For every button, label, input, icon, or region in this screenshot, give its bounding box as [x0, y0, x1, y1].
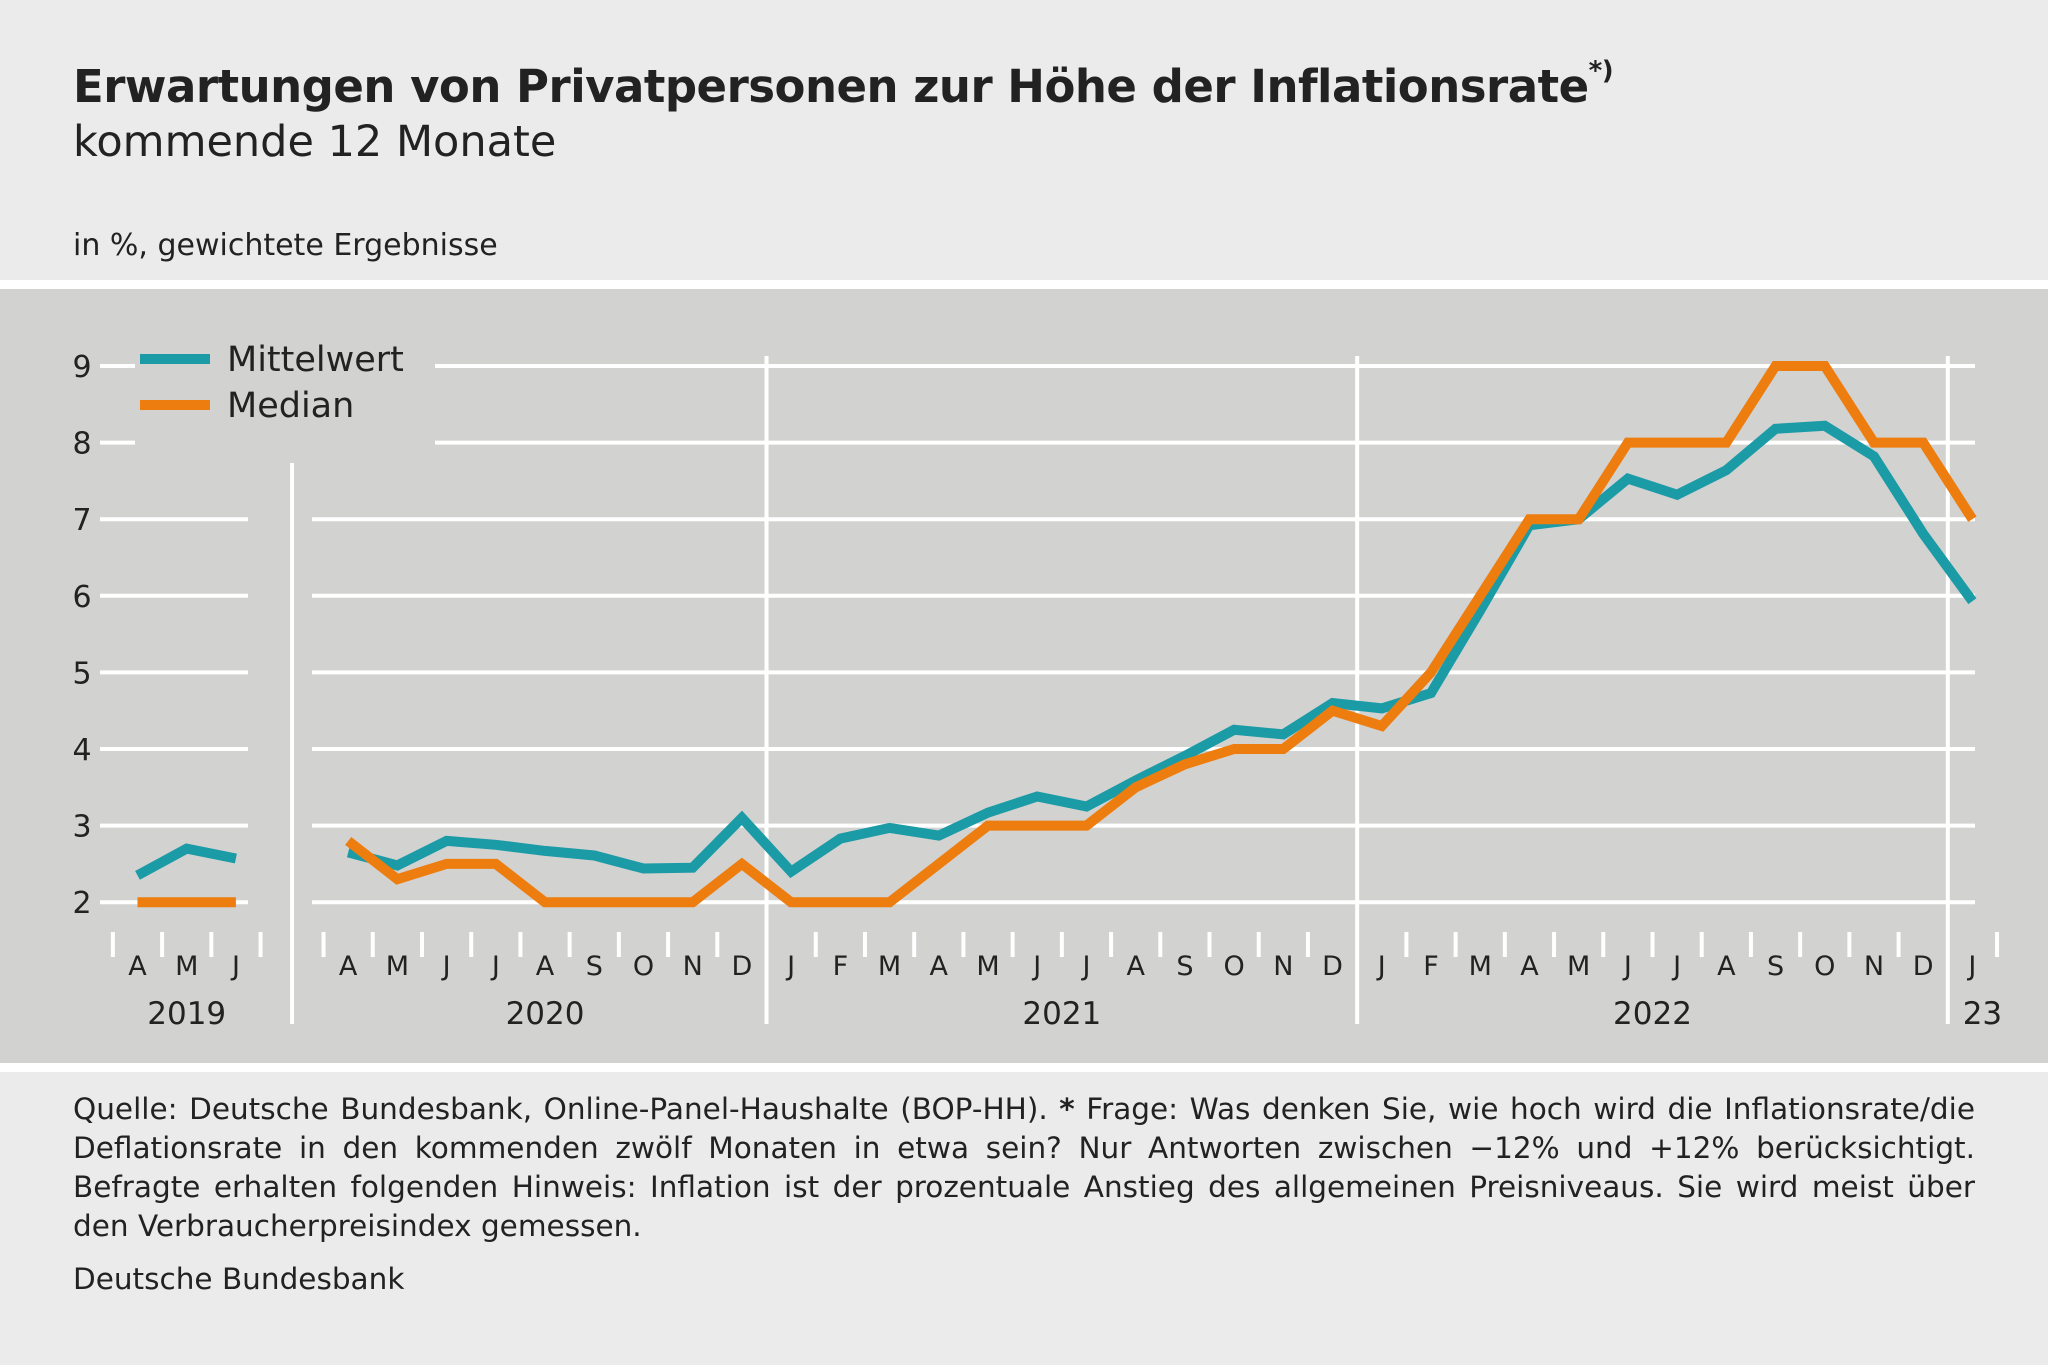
x-tick-label: S [586, 951, 603, 982]
top-divider [0, 280, 2048, 289]
x-tick-label: A [1717, 951, 1736, 982]
legend: Mittelwert Median [135, 340, 435, 463]
y-tick-label: 8 [72, 427, 91, 462]
x-tick-label: J [1671, 951, 1681, 982]
x-tick-label: S [1767, 951, 1784, 982]
year-label: 2022 [1613, 996, 1692, 1032]
chart-header: Erwartungen von Privatpersonen zur Höhe … [73, 56, 1973, 167]
x-tick-label: A [930, 951, 949, 982]
x-tick-label: M [976, 951, 999, 982]
series-line-median [345, 361, 1977, 908]
x-tick-label: O [1223, 951, 1244, 982]
x-tick-label: M [386, 951, 409, 982]
footnote-source: Quelle: Deutsche Bundesbank, Online-Pane… [73, 1092, 1048, 1126]
x-tick-label: D [732, 951, 753, 982]
source-label: Deutsche Bundesbank [73, 1262, 405, 1296]
x-tick-label: D [1913, 951, 1934, 982]
y-tick-label: 2 [72, 886, 91, 921]
x-tick-label: J [1031, 951, 1041, 982]
year-label: 2021 [1022, 996, 1101, 1032]
x-tick-label: O [633, 951, 654, 982]
x-tick-label: A [128, 951, 147, 982]
legend-label-median: Median [227, 386, 354, 426]
x-tick-label: S [1176, 951, 1193, 982]
x-tick-label: A [536, 951, 555, 982]
unit-label: in %, gewichtete Ergebnisse [73, 228, 498, 263]
x-tick-label: D [1322, 951, 1343, 982]
x-tick-label: F [1423, 951, 1439, 982]
legend-label-mittelwert: Mittelwert [227, 340, 404, 380]
x-tick-label: F [833, 951, 849, 982]
x-tick-label: O [1814, 951, 1835, 982]
x-tick-label: J [1080, 951, 1090, 982]
footnote-star: * [1059, 1092, 1075, 1126]
x-tick-label: J [785, 951, 795, 982]
title-footnote-marker: *) [1588, 56, 1614, 86]
x-tick-label: M [1567, 951, 1590, 982]
footnote: Quelle: Deutsche Bundesbank, Online-Pane… [73, 1090, 1975, 1246]
year-label: 2019 [147, 996, 226, 1032]
year-label: 23 [1963, 996, 2002, 1032]
x-tick-label: J [1622, 951, 1632, 982]
x-tick-label: J [230, 951, 240, 982]
x-tick-label: J [1376, 951, 1386, 982]
y-tick-label: 6 [72, 580, 91, 615]
chart-title: Erwartungen von Privatpersonen zur Höhe … [73, 56, 1973, 113]
footnote-question: Frage: Was denken Sie, wie hoch wird die… [73, 1092, 1975, 1243]
x-tick-label: M [878, 951, 901, 982]
x-tick-label: J [441, 951, 451, 982]
x-tick-label: J [1966, 951, 1976, 982]
x-tick-label: N [1864, 951, 1884, 982]
x-tick-label: A [1520, 951, 1539, 982]
x-tick-label: J [490, 951, 500, 982]
chart-title-text: Erwartungen von Privatpersonen zur Höhe … [73, 60, 1589, 113]
chart-subtitle: kommende 12 Monate [73, 117, 557, 167]
year-label: 2020 [506, 996, 585, 1032]
series-line-mittelwert [346, 420, 1977, 879]
x-tick-label: M [1469, 951, 1492, 982]
y-tick-label: 9 [72, 350, 91, 385]
series-line-mittelwert [135, 843, 237, 880]
bottom-divider [0, 1063, 2048, 1072]
x-tick-label: N [1273, 951, 1293, 982]
y-tick-label: 7 [72, 503, 91, 538]
y-tick-label: 3 [72, 810, 91, 845]
y-tick-label: 4 [72, 733, 91, 768]
x-tick-label: A [339, 951, 358, 982]
y-tick-label: 5 [72, 656, 91, 691]
x-tick-label: A [1126, 951, 1145, 982]
x-tick-label: N [683, 951, 703, 982]
x-tick-label: M [175, 951, 198, 982]
